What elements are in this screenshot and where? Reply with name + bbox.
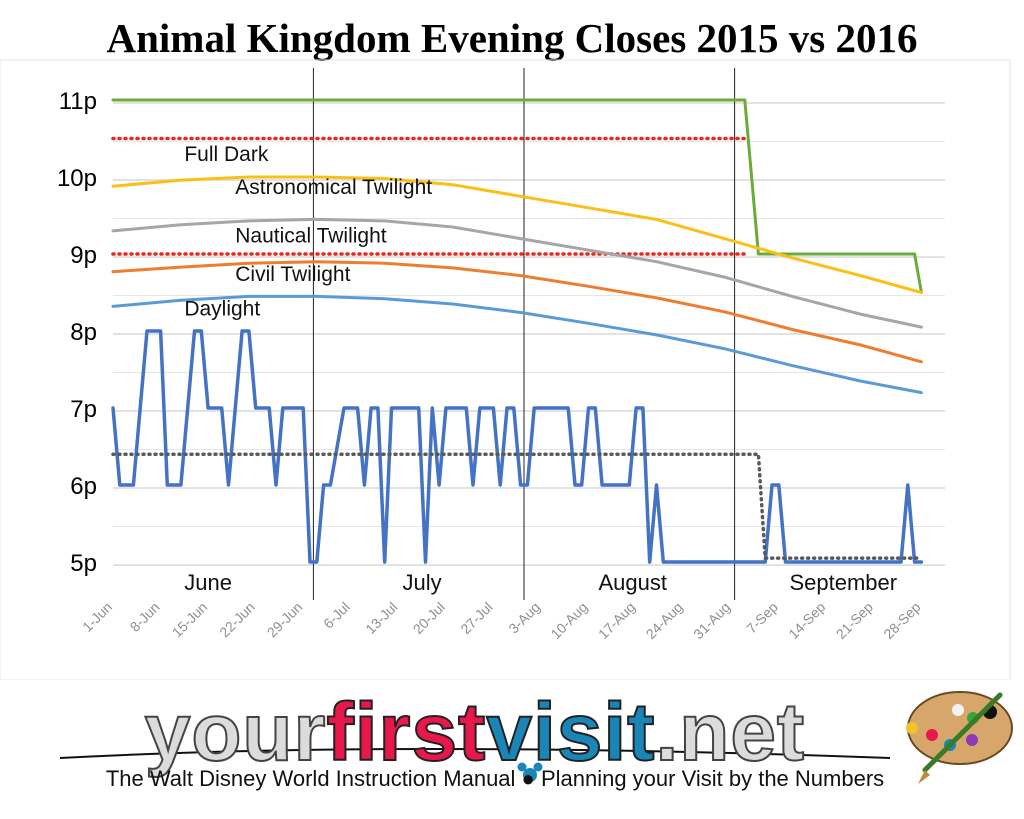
x-tick-label: 10-Aug bbox=[547, 599, 590, 642]
line-annotation: Nautical Twilight bbox=[235, 224, 387, 247]
month-label: September bbox=[789, 570, 897, 595]
month-labels: June July August September bbox=[184, 570, 897, 595]
banner bbox=[59, 691, 1013, 784]
x-tick-label: 31-Aug bbox=[690, 599, 733, 642]
x-tick-label: 29-Jun bbox=[264, 599, 306, 641]
y-axis-labels: 5p 6p 7p 8p 9p 10p 11p bbox=[57, 88, 97, 577]
month-label: June bbox=[184, 570, 232, 595]
line-annotation: Astronomical Twilight bbox=[235, 176, 432, 199]
line-annotations: Full Dark Astronomical Twilight Nautical T… bbox=[184, 143, 432, 321]
series-line-green bbox=[111, 98, 923, 294]
month-label: August bbox=[598, 570, 667, 595]
site-tagline: The Walt Disney World Instruction Manual… bbox=[105, 766, 885, 791]
x-tick-label: 15-Jun bbox=[169, 599, 211, 641]
series-line-civil bbox=[111, 294, 923, 395]
series-line-closes_2016 bbox=[111, 329, 924, 564]
x-tick-label: 1-Jun bbox=[79, 599, 115, 635]
series-line-closes_2015 bbox=[111, 452, 924, 560]
x-tick-label: 20-Jul bbox=[410, 599, 448, 637]
x-tick-label: 24-Aug bbox=[643, 599, 686, 642]
month-dividers bbox=[312, 68, 736, 600]
logo-part-first: first bbox=[325, 686, 487, 779]
x-tick-label: 8-Jun bbox=[127, 599, 163, 635]
plot-frame bbox=[0, 59, 1011, 680]
month-label: July bbox=[403, 570, 442, 595]
series-line-full_dark bbox=[111, 175, 923, 294]
banner-swoosh bbox=[59, 748, 891, 759]
x-tick-label: 3-Aug bbox=[505, 599, 543, 637]
x-tick-label: 7-Sep bbox=[743, 599, 781, 637]
paint-palette-icon bbox=[906, 691, 1013, 784]
series-line-astronomical bbox=[111, 217, 923, 329]
x-tick-label: 27-Jul bbox=[457, 599, 495, 637]
x-tick-label: 17-Aug bbox=[595, 599, 638, 642]
chart-title: Animal Kingdom Evening Closes 2015 vs 20… bbox=[106, 15, 918, 61]
x-tick-label: 28-Sep bbox=[880, 599, 923, 642]
logo-part-net: .net bbox=[654, 686, 806, 779]
x-tick-label: 13-Jul bbox=[362, 599, 400, 637]
gridlines bbox=[113, 102, 945, 566]
x-axis-labels: 1-Jun 8-Jun 15-Jun 22-Jun 29-Jun 6-Jul 13-Jul 2… bbox=[79, 599, 924, 642]
y-tick-label: 11p bbox=[59, 88, 97, 115]
series-lines bbox=[111, 98, 924, 564]
y-tick-label: 10p bbox=[57, 165, 97, 192]
logo-part-visit: visit bbox=[485, 686, 656, 779]
line-annotation: Civil Twilight bbox=[235, 263, 350, 286]
x-tick-label: 14-Sep bbox=[785, 599, 828, 642]
mickey-icon bbox=[517, 762, 543, 782]
line-annotation: Daylight bbox=[184, 298, 260, 321]
logo-part-your: your bbox=[144, 686, 327, 779]
site-logo: yourfirstvisit.net bbox=[55, 686, 895, 780]
line-annotation: Full Dark bbox=[184, 143, 269, 166]
y-tick-label: 5p bbox=[70, 550, 97, 577]
y-tick-label: 9p bbox=[70, 242, 97, 269]
x-tick-label: 6-Jul bbox=[320, 599, 353, 632]
y-tick-label: 8p bbox=[70, 319, 97, 346]
y-tick-label: 7p bbox=[70, 396, 97, 423]
x-tick-label: 22-Jun bbox=[216, 599, 258, 641]
x-tick-label: 21-Sep bbox=[833, 599, 876, 642]
y-tick-label: 6p bbox=[70, 473, 97, 500]
series-line-nautical bbox=[111, 260, 923, 364]
